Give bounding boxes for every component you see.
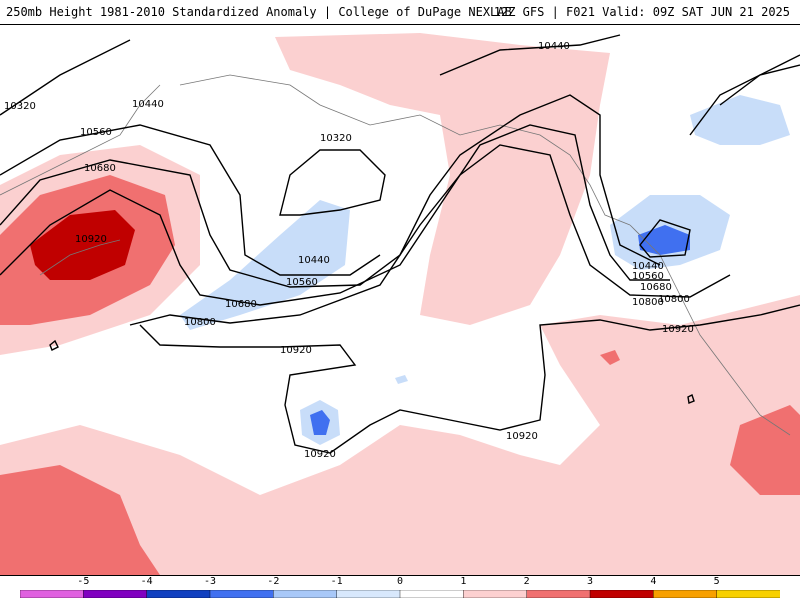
dark-red-region-japan xyxy=(30,210,135,280)
colorbar-swatch xyxy=(146,590,211,598)
contour-label: 10680 xyxy=(84,163,116,174)
contour-label: 10440 xyxy=(632,261,664,272)
contour-label: 10680 xyxy=(225,299,257,310)
colorbar-swatch xyxy=(399,590,465,598)
contour-label: 10560 xyxy=(632,271,664,282)
colorbar-swatch xyxy=(20,590,85,598)
contour-label: 10920 xyxy=(304,449,336,460)
colorbar-swatch xyxy=(716,590,780,598)
contour-10320-west xyxy=(0,39,131,116)
contour-label: 10440 xyxy=(132,99,164,110)
height-contours xyxy=(0,34,800,454)
contour-labels: 10320 10440 10560 10680 10800 10920 1032… xyxy=(4,41,694,460)
contour-10800-west xyxy=(129,144,731,326)
colorbar-strip xyxy=(20,590,780,598)
blue-region-canada xyxy=(690,95,790,145)
strong-anomaly-fills xyxy=(30,210,135,280)
colorbar-tick-label: 3 xyxy=(586,576,594,587)
coastline-japan xyxy=(39,239,121,276)
contour-label: 10560 xyxy=(80,127,112,138)
contour-label: 10440 xyxy=(298,255,330,266)
contour-label: 10800 xyxy=(658,294,690,305)
colorbar-swatch xyxy=(83,590,148,598)
colorbar-tick-label: -5 xyxy=(77,576,90,587)
colorbar-swatch xyxy=(336,590,401,598)
contour-label: 10920 xyxy=(662,324,694,335)
contour-canada-low-2 xyxy=(689,54,800,136)
red-region-south-pacific xyxy=(0,465,160,575)
valid-time: 12Z GFS | F021 Valid: 09Z SAT JUN 21 202… xyxy=(493,5,790,19)
colorbar-tick-label: 2 xyxy=(523,576,530,587)
map-title: 250mb Height 1981-2010 Standardized Anom… xyxy=(6,5,512,19)
contour-label: 10560 xyxy=(286,277,318,288)
colorbar-tick-label: -2 xyxy=(267,576,280,587)
contour-10440-west xyxy=(0,124,381,276)
contour-label: 10800 xyxy=(184,317,216,328)
colorbar-tick-label: 5 xyxy=(713,576,720,587)
contour-label: 10440 xyxy=(538,41,570,52)
colorbar-swatch xyxy=(209,590,275,598)
colorbar-swatch xyxy=(273,590,338,598)
anomaly-map: 10320 10440 10560 10680 10800 10920 1032… xyxy=(0,33,800,575)
contour-label: 10920 xyxy=(75,234,107,245)
colorbar-tick-label: -1 xyxy=(330,576,343,587)
contour-label: 10680 xyxy=(640,282,672,293)
contour-10680-west xyxy=(0,124,670,306)
colorbar-swatch xyxy=(463,590,528,598)
colorbar-swatch xyxy=(653,590,718,598)
contour-pnw-low xyxy=(639,219,691,258)
contour-label: 10920 xyxy=(280,345,312,356)
colorbar-swatch xyxy=(526,590,591,598)
blue-core-pacific-nw xyxy=(638,225,690,255)
contour-10440-north xyxy=(439,34,621,76)
colorbar-tick-label: -4 xyxy=(140,576,153,587)
red-region-mexico xyxy=(730,405,800,495)
contour-10920-main xyxy=(139,304,800,454)
colorbar-tick-label: 0 xyxy=(396,576,404,587)
contour-label: 10800 xyxy=(632,297,664,308)
colorbar-tick-label: -3 xyxy=(203,576,217,587)
coastlines xyxy=(0,74,791,436)
contour-label: 10320 xyxy=(320,133,352,144)
coastline-na-west xyxy=(629,224,791,436)
coastline-alaska xyxy=(179,74,631,226)
red-dot-mexico xyxy=(600,350,620,365)
contour-small-ring xyxy=(49,339,59,351)
contour-10320-alaska xyxy=(279,149,386,216)
negative-anomaly-fills xyxy=(180,95,790,445)
colorbar-swatch xyxy=(589,590,655,598)
blue-region-north-pacific xyxy=(180,200,350,330)
pink-region-south xyxy=(0,295,800,575)
blue-core-subtropical xyxy=(310,410,330,435)
colorbar: -5 -4 -3 -2 -1 0 1 2 3 4 5 xyxy=(0,576,800,600)
colorbar-tick-label: 1 xyxy=(460,576,467,587)
pink-region-gulf-alaska xyxy=(275,33,610,325)
coastline-asia xyxy=(0,84,161,196)
map-panel: 10320 10440 10560 10680 10800 10920 1032… xyxy=(0,24,800,576)
blue-dot-small xyxy=(395,375,408,384)
contour-label: 10320 xyxy=(4,101,36,112)
header: 250mb Height 1981-2010 Standardized Anom… xyxy=(0,0,800,24)
contour-small-ring-mexico xyxy=(687,394,695,404)
colorbar-tick-label: 4 xyxy=(650,576,657,587)
contour-label: 10920 xyxy=(506,431,538,442)
